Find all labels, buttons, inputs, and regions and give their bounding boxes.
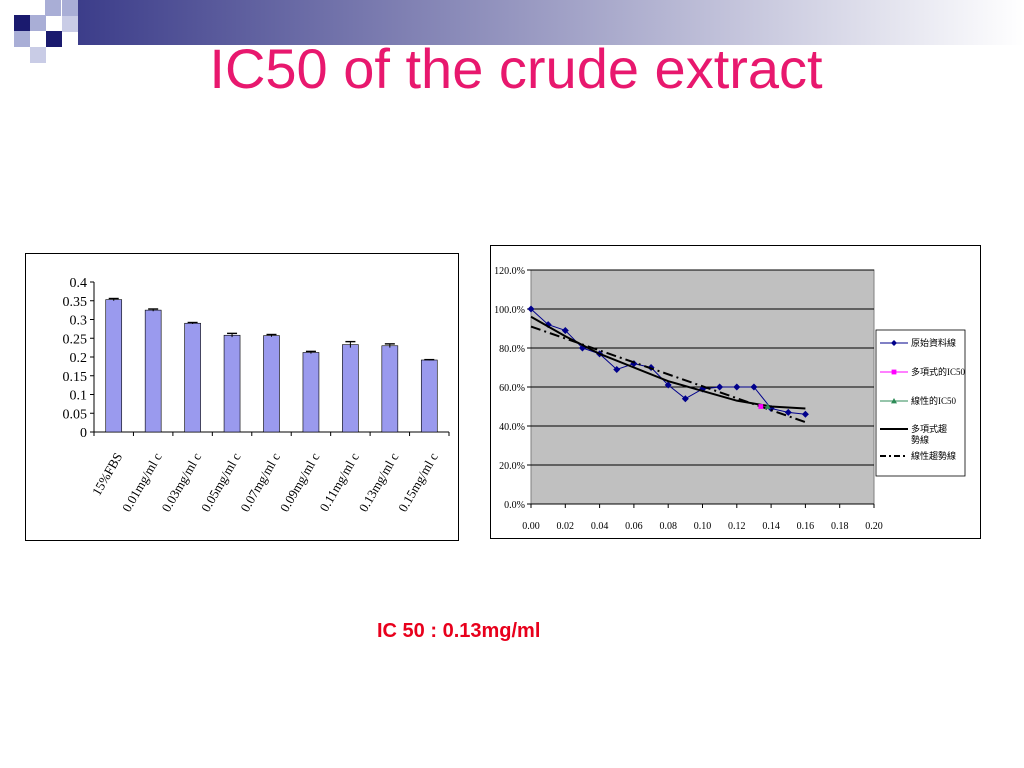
bar — [223, 334, 241, 433]
data-point — [613, 365, 621, 373]
y-tick-label: 20.0% — [499, 461, 525, 472]
x-tick-label: 0.15mg/ml c — [395, 450, 441, 515]
line-chart-panel: 0.0% 20.0% 40.0% 60.0% 80.0% 100.0% 120.0% 0.00… — [490, 245, 981, 539]
data-point — [527, 305, 535, 313]
x-tick-label: 0.07mg/ml c — [237, 450, 283, 515]
deco-square-light-5 — [14, 31, 30, 47]
y-tick-label: 80.0% — [499, 344, 525, 355]
bar — [420, 359, 438, 433]
ic50-caption: IC 50 : 0.13mg/ml — [377, 620, 541, 642]
x-tick-label: 0.18 — [831, 521, 849, 532]
bar — [184, 322, 201, 433]
x-tick-label: 0.01mg/ml c — [119, 450, 165, 515]
legend-label: 原始資料線 — [911, 337, 956, 348]
deco-square-light-1 — [45, 0, 61, 16]
x-tick-label: 0.16 — [797, 521, 815, 532]
bar — [302, 352, 320, 433]
y-tick-label: 0 — [80, 426, 87, 441]
y-tick-label: 0.1 — [70, 389, 88, 404]
x-tick-label: 0.08 — [659, 521, 677, 532]
x-tick-label: 15%FBS — [89, 450, 125, 498]
slide-title: IC50 of the crude extract — [209, 37, 823, 100]
x-tick-label: 0.20 — [865, 521, 883, 532]
data-point-polynomial-ic50 — [758, 404, 764, 409]
y-tick-label: 0.25 — [63, 332, 88, 347]
y-tick-label: 0.15 — [63, 370, 88, 385]
y-tick-label: 40.0% — [499, 422, 525, 433]
data-point — [750, 383, 758, 391]
x-tick-label: 0.10 — [694, 521, 712, 532]
data-point-linear-ic50 — [764, 403, 771, 409]
legend-marker — [891, 398, 897, 404]
legend-label: 線性的IC50 — [911, 395, 957, 406]
x-tick-label: 0.09mg/ml c — [277, 450, 323, 515]
y-tick-label: 0.4 — [70, 276, 88, 291]
data-point — [578, 344, 586, 352]
data-point — [733, 383, 741, 391]
bar-chart: 0 0.05 0.1 0.15 0.2 0.25 0.3 0.35 0.4 15%FBS0.01m… — [63, 276, 450, 515]
y-tick-label: 0.35 — [63, 295, 88, 310]
x-tick-label: 0.14 — [762, 521, 780, 532]
deco-square-light-6 — [30, 47, 46, 63]
data-point — [681, 395, 689, 403]
bar — [105, 299, 123, 433]
x-tick-label: 0.12 — [728, 521, 746, 532]
x-tick-label: 0.02 — [557, 521, 575, 532]
legend-label: 勢線 — [911, 434, 929, 445]
deco-square-dark-2 — [46, 31, 62, 47]
y-tick-label: 0.2 — [70, 351, 88, 366]
y-tick-label: 60.0% — [499, 383, 525, 394]
x-tick-label: 0.05mg/ml c — [198, 450, 244, 515]
y-tick-label: 120.0% — [494, 266, 525, 277]
y-tick-label: 0.05 — [63, 407, 88, 422]
y-tick-label: 0.3 — [70, 314, 88, 329]
deco-square-light-4 — [62, 16, 78, 32]
data-point — [784, 408, 792, 416]
x-tick-label: 0.06 — [625, 521, 643, 532]
bar-chart-panel: 0 0.05 0.1 0.15 0.2 0.25 0.3 0.35 0.4 15%FBS 0.01m… — [25, 253, 459, 541]
legend-label: 線性趨勢線 — [911, 450, 956, 461]
data-point — [561, 326, 569, 334]
data-point — [716, 383, 724, 391]
x-tick-label: 0.04 — [591, 521, 609, 532]
y-tick-label: 0.0% — [504, 500, 525, 511]
bar — [381, 345, 399, 433]
header-gradient-rule — [78, 0, 1024, 45]
legend-label: 多項式的IC50 — [911, 366, 966, 377]
x-tick-label: 0.00 — [522, 521, 540, 532]
y-tick-label: 100.0% — [494, 305, 525, 316]
legend-marker — [891, 340, 897, 346]
data-point — [801, 410, 809, 418]
legend-label: 多項式趨 — [911, 423, 947, 434]
bar — [144, 309, 162, 433]
legend-marker — [891, 369, 897, 375]
bar — [342, 344, 359, 433]
x-tick-label: 0.13mg/ml c — [356, 450, 402, 515]
x-tick-label: 0.03mg/ml c — [158, 450, 204, 515]
x-tick-label: 0.11mg/ml c — [316, 450, 362, 514]
data-point — [664, 381, 672, 389]
line-chart: 0.0% 20.0% 40.0% 60.0% 80.0% 100.0% 120.0% 0.00… — [494, 266, 966, 532]
deco-square-dark-1 — [14, 15, 30, 31]
bar — [263, 335, 280, 433]
legend-box — [875, 329, 966, 477]
deco-square-light-3 — [30, 15, 46, 31]
deco-square-light-2 — [62, 0, 78, 16]
